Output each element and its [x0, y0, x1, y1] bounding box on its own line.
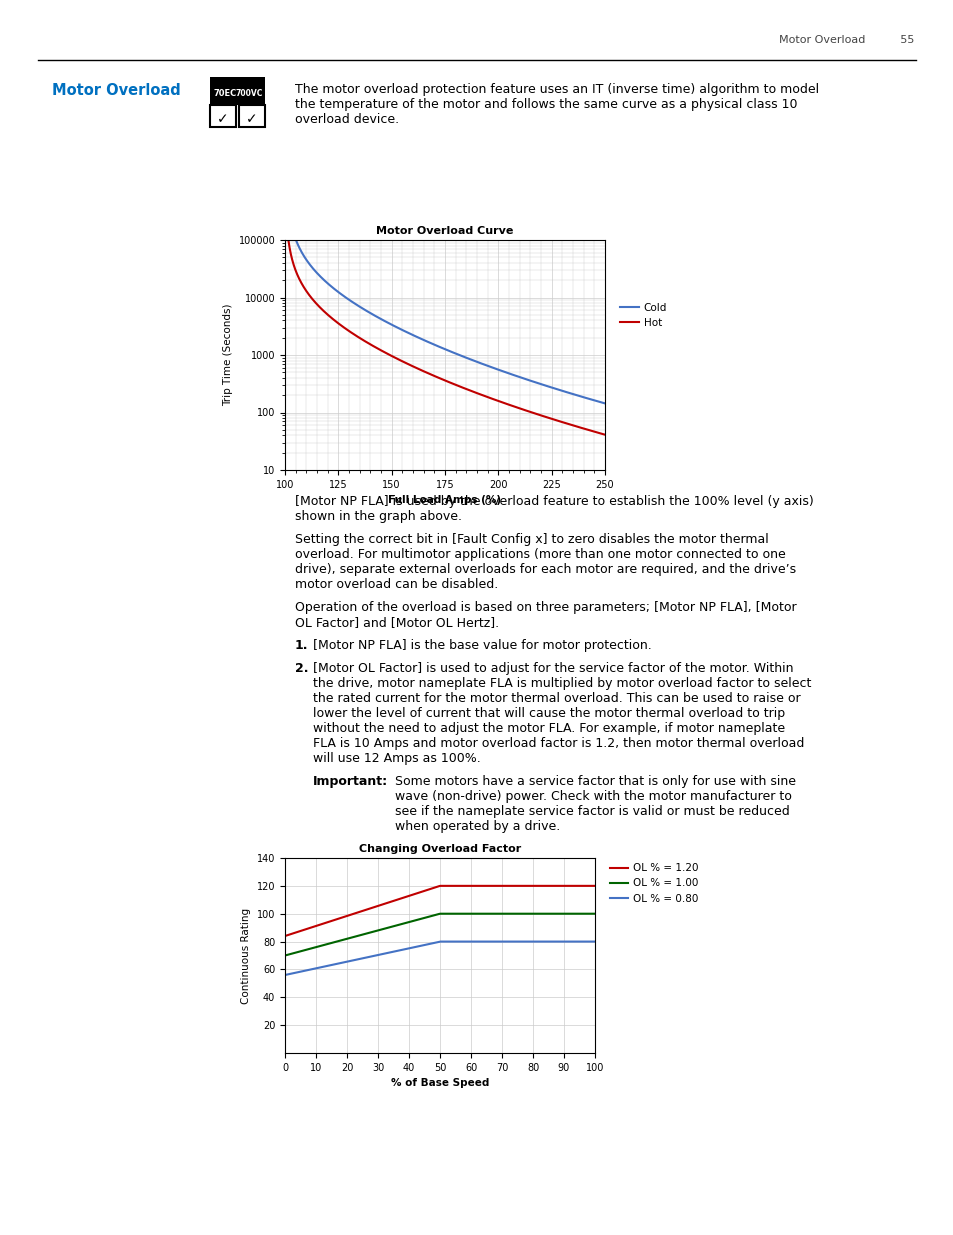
- Text: without the need to adjust the motor FLA. For example, if motor nameplate: without the need to adjust the motor FLA…: [313, 722, 784, 735]
- Text: ✓: ✓: [217, 112, 229, 126]
- Text: Some motors have a service factor that is only for use with sine: Some motors have a service factor that i…: [395, 776, 795, 788]
- Text: will use 12 Amps as 100%.: will use 12 Amps as 100%.: [313, 752, 480, 764]
- X-axis label: Full Load Amps (%): Full Load Amps (%): [388, 495, 501, 505]
- Text: motor overload can be disabled.: motor overload can be disabled.: [294, 578, 497, 592]
- FancyBboxPatch shape: [238, 105, 265, 127]
- Text: [Motor NP FLA] is the base value for motor protection.: [Motor NP FLA] is the base value for mot…: [313, 638, 651, 652]
- Text: Motor Overload          55: Motor Overload 55: [778, 35, 913, 44]
- Text: 1.: 1.: [294, 638, 308, 652]
- Text: 2.: 2.: [294, 662, 308, 676]
- Legend: Cold, Hot: Cold, Hot: [619, 303, 666, 329]
- Title: Motor Overload Curve: Motor Overload Curve: [375, 226, 513, 236]
- Title: Changing Overload Factor: Changing Overload Factor: [358, 845, 520, 855]
- Text: [Motor NP FLA] is used by the overload feature to establish the 100% level (y ax: [Motor NP FLA] is used by the overload f…: [294, 495, 813, 508]
- Text: overload device.: overload device.: [294, 112, 398, 126]
- Text: Operation of the overload is based on three parameters; [Motor NP FLA], [Motor: Operation of the overload is based on th…: [294, 601, 796, 614]
- Text: the temperature of the motor and follows the same curve as a physical class 10: the temperature of the motor and follows…: [294, 98, 797, 111]
- Text: ✓: ✓: [246, 112, 257, 126]
- Text: Setting the correct bit in [Fault Config x] to zero disables the motor thermal: Setting the correct bit in [Fault Config…: [294, 534, 768, 546]
- Y-axis label: Trip Time (Seconds): Trip Time (Seconds): [223, 304, 233, 406]
- Text: Motor Overload: Motor Overload: [52, 83, 180, 98]
- Text: [Motor OL Factor] is used to adjust for the service factor of the motor. Within: [Motor OL Factor] is used to adjust for …: [313, 662, 793, 676]
- Text: 700VC: 700VC: [235, 89, 263, 99]
- X-axis label: % of Base Speed: % of Base Speed: [391, 1078, 489, 1088]
- Text: shown in the graph above.: shown in the graph above.: [294, 510, 461, 522]
- Text: when operated by a drive.: when operated by a drive.: [395, 820, 559, 832]
- Text: see if the nameplate service factor is valid or must be reduced: see if the nameplate service factor is v…: [395, 805, 789, 818]
- Text: 70EC: 70EC: [213, 89, 236, 99]
- Text: drive), separate external overloads for each motor are required, and the drive’s: drive), separate external overloads for …: [294, 563, 796, 576]
- Text: lower the level of current that will cause the motor thermal overload to trip: lower the level of current that will cau…: [313, 706, 784, 720]
- Text: the drive, motor nameplate FLA is multiplied by motor overload factor to select: the drive, motor nameplate FLA is multip…: [313, 677, 810, 690]
- Text: the rated current for the motor thermal overload. This can be used to raise or: the rated current for the motor thermal …: [313, 692, 800, 705]
- Y-axis label: Continuous Rating: Continuous Rating: [241, 908, 251, 1004]
- Text: OL Factor] and [Motor OL Hertz].: OL Factor] and [Motor OL Hertz].: [294, 616, 498, 629]
- Text: Important:: Important:: [313, 776, 388, 788]
- Text: overload. For multimotor applications (more than one motor connected to one: overload. For multimotor applications (m…: [294, 548, 785, 561]
- Text: wave (non-drive) power. Check with the motor manufacturer to: wave (non-drive) power. Check with the m…: [395, 790, 791, 803]
- Legend: OL % = 1.20, OL % = 1.00, OL % = 0.80: OL % = 1.20, OL % = 1.00, OL % = 0.80: [609, 863, 699, 904]
- FancyBboxPatch shape: [210, 77, 265, 105]
- Text: The motor overload protection feature uses an IT (inverse time) algorithm to mod: The motor overload protection feature us…: [294, 83, 819, 96]
- Text: FLA is 10 Amps and motor overload factor is 1.2, then motor thermal overload: FLA is 10 Amps and motor overload factor…: [313, 737, 803, 750]
- FancyBboxPatch shape: [210, 105, 236, 127]
